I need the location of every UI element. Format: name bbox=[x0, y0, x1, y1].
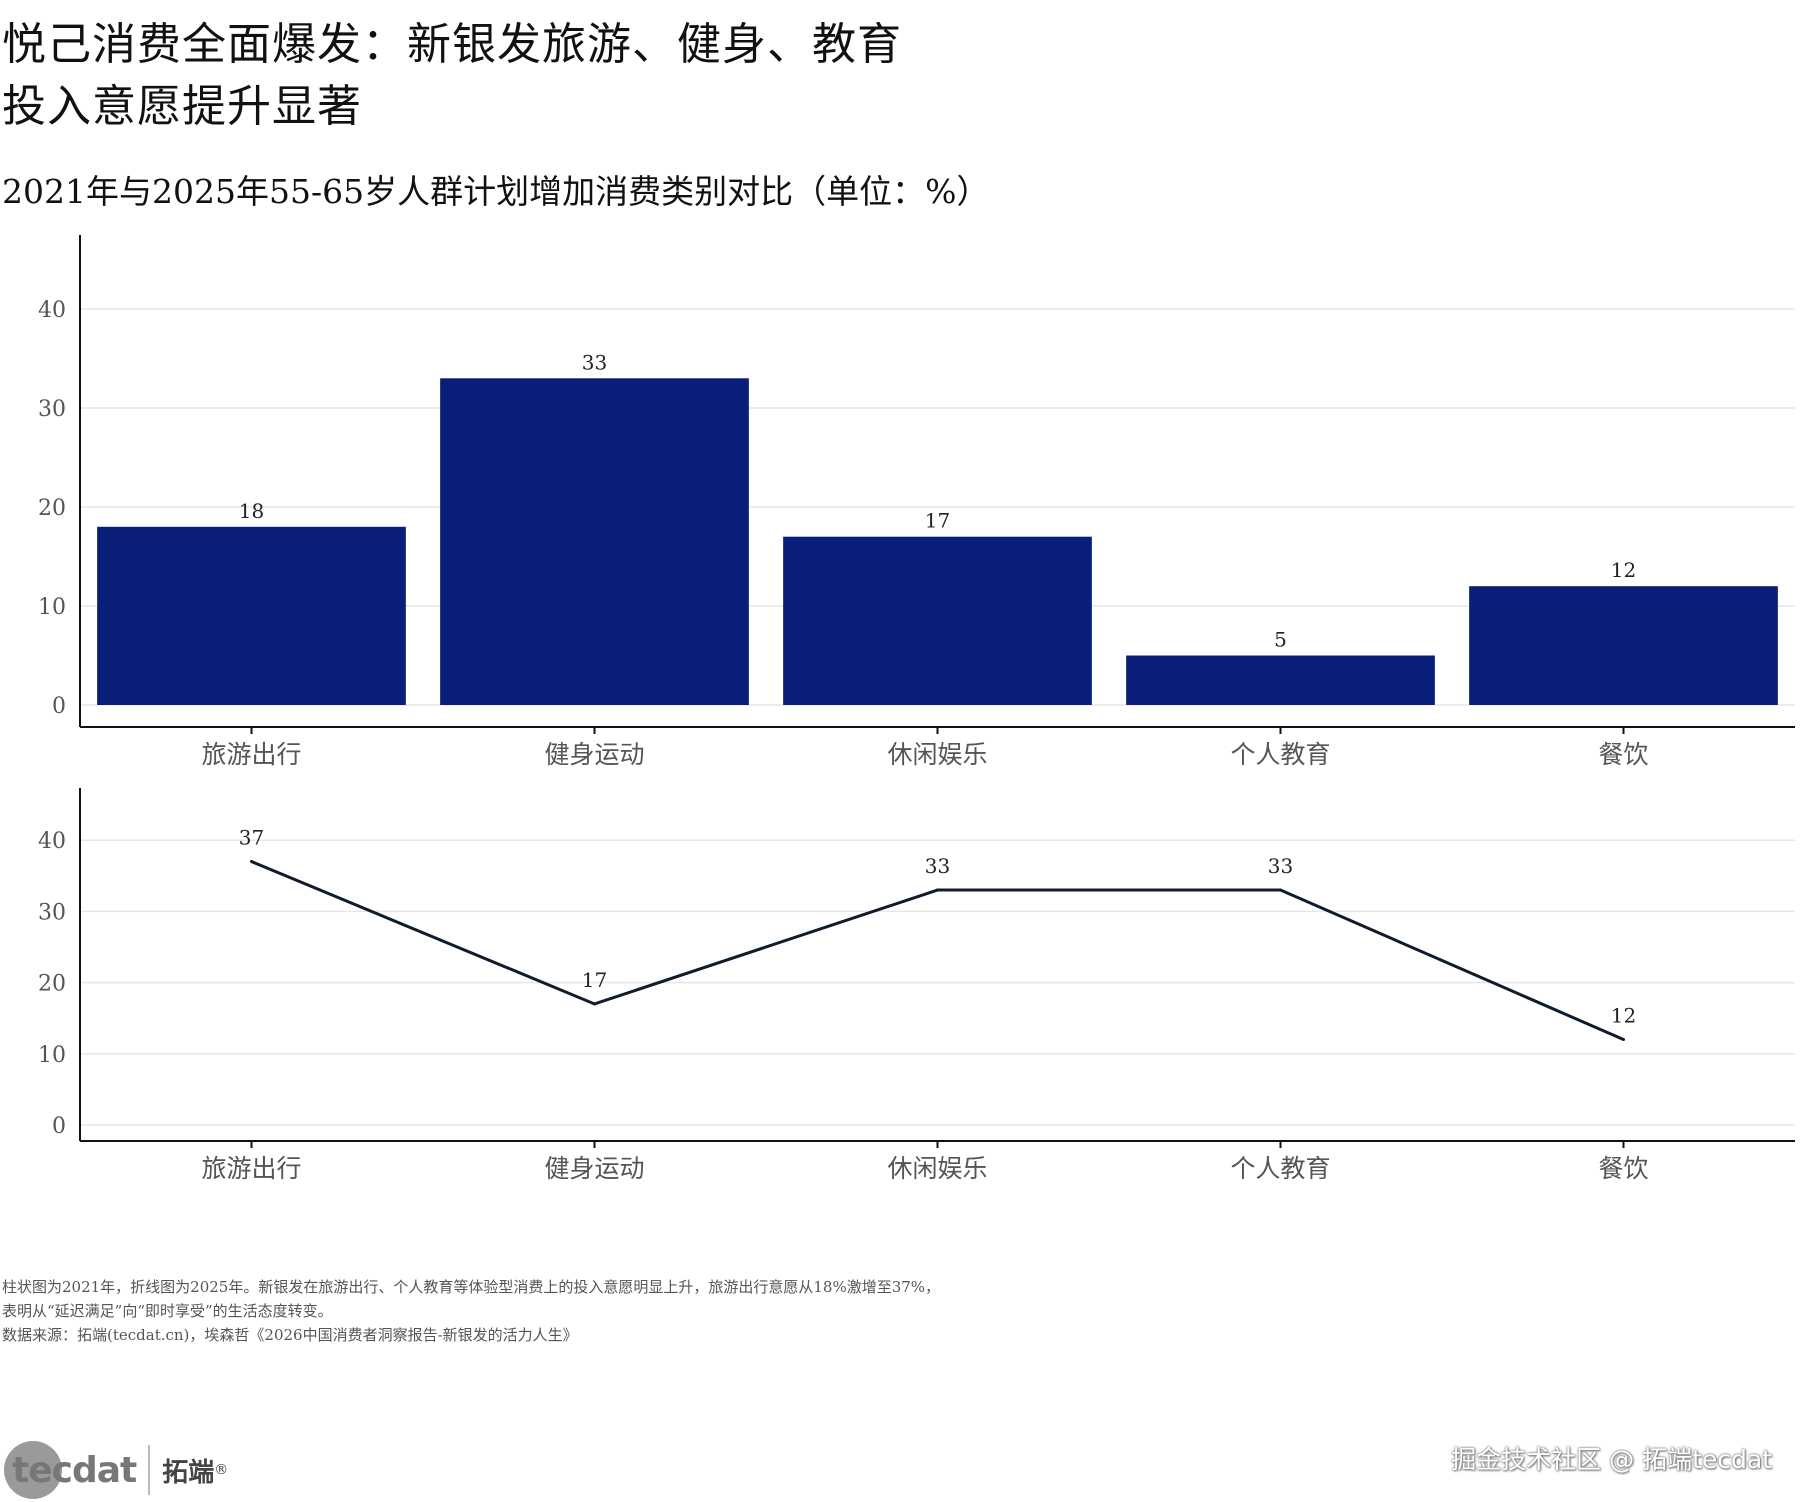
line-value-label-4: 33 bbox=[1268, 854, 1293, 878]
title-line-2: 投入意愿提升显著 bbox=[2, 81, 362, 132]
y-tick-label-10-chart-1: 10 bbox=[38, 595, 66, 620]
y-tick-label-10-chart-2: 10 bbox=[38, 1043, 66, 1068]
line-value-label-3: 33 bbox=[925, 854, 950, 878]
footnote-source: 数据来源：拓端(tecdat.cn)，埃森哲《2026中国消费者洞察报告-新银发… bbox=[2, 1326, 578, 1344]
y-tick-label-30-chart-2: 30 bbox=[38, 900, 66, 925]
x-tick-label-chart-1-2: 健身运动 bbox=[544, 740, 644, 769]
line-value-label-1: 37 bbox=[239, 826, 264, 850]
x-tick-label-chart-1-4: 个人教育 bbox=[1230, 740, 1330, 769]
line-value-label-5: 12 bbox=[1611, 1004, 1636, 1028]
series-line bbox=[250, 860, 1625, 1041]
footnote-line-2: 表明从“延迟满足”向“即时享受”的生活态度转变。 bbox=[2, 1302, 333, 1320]
page-title: 悦己消费全面爆发：新银发旅游、健身、教育 投入意愿提升显著 bbox=[2, 14, 902, 138]
line-point-4 bbox=[1279, 888, 1282, 892]
bar-value-label-3: 17 bbox=[925, 509, 950, 533]
y-tick-label-40-chart-1: 40 bbox=[38, 298, 66, 323]
y-tick-label-0-chart-1: 0 bbox=[52, 694, 66, 719]
x-tick-label-chart-1-1: 旅游出行 bbox=[201, 740, 301, 769]
y-tick-label-20-chart-2: 20 bbox=[38, 972, 66, 997]
x-tick-label-chart-1-5: 餐饮 bbox=[1598, 740, 1648, 769]
footnote-line-1: 柱状图为2021年，折线图为2025年。新银发在旅游出行、个人教育等体验型消费上… bbox=[2, 1278, 941, 1296]
x-tick-label-chart-2-2: 健身运动 bbox=[544, 1154, 644, 1183]
line-point-1 bbox=[250, 860, 253, 864]
bar-value-label-1: 18 bbox=[239, 499, 264, 523]
tecdat-logo: tecdat 拓端 ® bbox=[4, 1438, 228, 1502]
title-line-1: 悦己消费全面爆发：新银发旅游、健身、教育 bbox=[2, 19, 902, 70]
x-tick-label-chart-1-3: 休闲娱乐 bbox=[887, 740, 987, 769]
line-point-3 bbox=[936, 888, 939, 892]
y-tick-label-0-chart-2: 0 bbox=[52, 1114, 66, 1139]
y-tick-label-40-chart-2: 40 bbox=[38, 829, 66, 854]
line-point-5 bbox=[1622, 1038, 1625, 1042]
bar-value-label-4: 5 bbox=[1274, 628, 1287, 652]
line-point-2 bbox=[593, 1002, 596, 1006]
x-tick-label-chart-2-5: 餐饮 bbox=[1598, 1154, 1648, 1183]
chart-subtitle: 2021年与2025年55-65岁人群计划增加消费类别对比（单位：%） bbox=[2, 172, 990, 211]
y-tick-label-30-chart-1: 30 bbox=[38, 397, 66, 422]
x-tick-label-chart-2-3: 休闲娱乐 bbox=[887, 1154, 987, 1183]
logo-brand: 拓端 bbox=[162, 1457, 215, 1488]
line-value-label-2: 17 bbox=[582, 968, 607, 992]
x-tick-label-chart-2-4: 个人教育 bbox=[1230, 1154, 1330, 1183]
y-tick-label-20-chart-1: 20 bbox=[38, 496, 66, 521]
bar-value-label-5: 12 bbox=[1611, 558, 1636, 582]
logo-divider bbox=[148, 1445, 151, 1495]
bar-4 bbox=[1126, 655, 1435, 705]
bar-3 bbox=[783, 536, 1092, 705]
logo-registered-mark: ® bbox=[214, 1462, 229, 1478]
logo-text: tecdat bbox=[12, 1449, 137, 1491]
bar-2 bbox=[440, 378, 749, 705]
bar-1 bbox=[97, 526, 406, 705]
x-tick-label-chart-2-1: 旅游出行 bbox=[201, 1154, 301, 1183]
bar-5 bbox=[1469, 586, 1778, 705]
logo-circle-icon bbox=[4, 1441, 62, 1499]
watermark: 掘金技术社区 @ 拓端tecdat bbox=[1451, 1445, 1772, 1474]
bar-value-label-2: 33 bbox=[582, 350, 607, 374]
footnote: 柱状图为2021年，折线图为2025年。新银发在旅游出行、个人教育等体验型消费上… bbox=[2, 1275, 940, 1347]
